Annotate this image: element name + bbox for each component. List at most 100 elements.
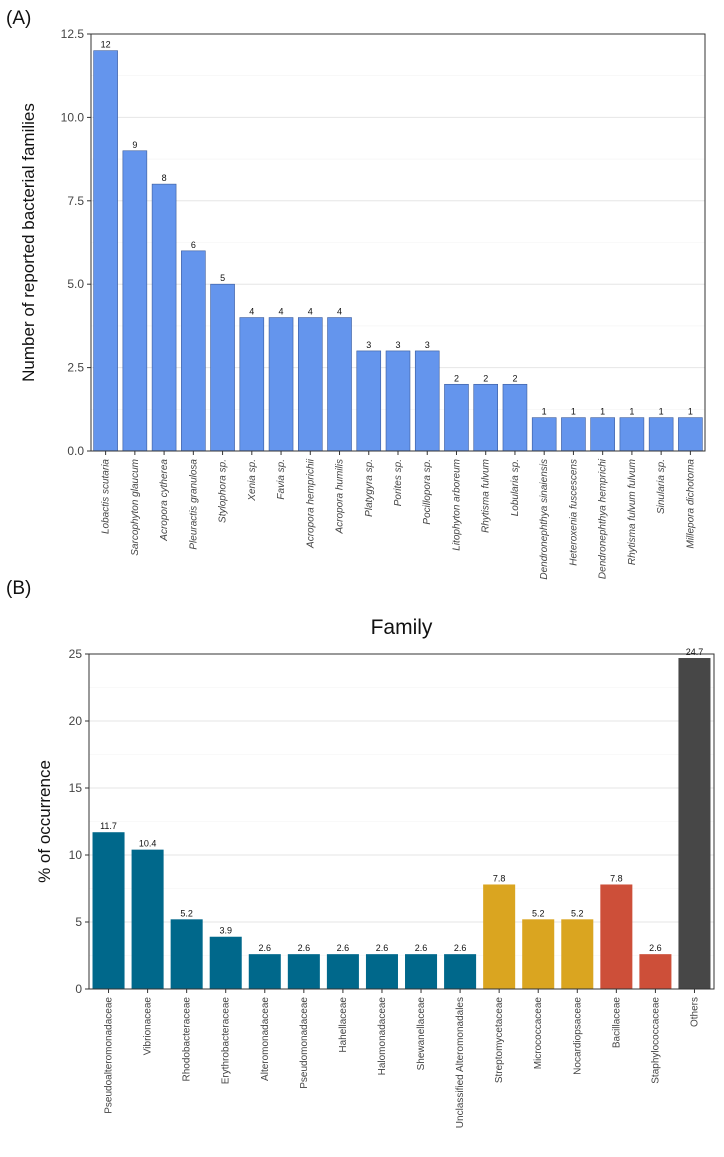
chart-b-data-label: 5.2 (532, 908, 545, 918)
chart-b-bar (678, 658, 711, 989)
chart-a-bar (268, 317, 294, 452)
chart-b-bar (170, 919, 203, 989)
chart-b-data-label: 2.6 (298, 943, 311, 953)
chart-b-ytick-label: 20 (69, 714, 83, 728)
chart-b-data-label: 5.2 (571, 908, 584, 918)
chart-a-category-label: Xenia sp. (247, 459, 258, 502)
chart-b-title: Family (371, 616, 433, 639)
chart-b-category-label: Others (689, 997, 700, 1027)
chart-a-bar (502, 383, 528, 452)
chart-a-category-label: Lobactis scutaria (101, 459, 112, 534)
chart-a-data-label: 8 (162, 173, 167, 183)
chart-b-panel-border (88, 653, 715, 990)
panel-a-label: (A) (6, 8, 31, 29)
chart-a-category-label: Rhytisma fulvum fulvum (627, 459, 638, 565)
chart-a-data-label: 3 (395, 340, 400, 350)
chart-a-data-label: 2 (483, 373, 488, 383)
chart-b-bar (561, 919, 594, 989)
chart-a-category-label: Heteroxenia fuscescens (568, 459, 579, 566)
chart-b-ytick-label: 10 (69, 848, 83, 862)
chart-a-data-label: 4 (249, 307, 254, 317)
chart-a-category-label: Sinularia sp. (656, 459, 667, 514)
chart-a-bar (181, 250, 206, 452)
chart-a-bar (385, 350, 411, 452)
chart-b-data-label: 2.6 (649, 943, 662, 953)
chart-a-data-label: 9 (132, 140, 137, 150)
chart-a-data-label: 1 (600, 407, 605, 417)
chart-b-bar (600, 884, 633, 989)
chart-a-data-label: 1 (629, 407, 634, 417)
chart-b-category-label: Shewanellaceae (416, 997, 427, 1071)
panel-b-label: (B) (6, 578, 31, 599)
chart-a-bar (531, 417, 557, 452)
chart-b-data-label: 2.6 (259, 943, 272, 953)
chart-b-category-label: Streptomycetaceae (494, 997, 505, 1084)
chart-b-category-label: Halomonadaceae (377, 997, 388, 1076)
chart-b-category-label: Nocardiopsaceae (572, 997, 583, 1075)
chart-a-category-label: Acropora humilis (335, 459, 346, 534)
chart-a-data-label: 1 (688, 407, 693, 417)
chart-a-data-label: 5 (220, 273, 225, 283)
chart-b-bar (522, 919, 555, 989)
chart-b-data-label: 7.8 (610, 873, 623, 883)
chart-a-ytick-label: 0.0 (67, 444, 84, 458)
chart-a-data-label: 1 (659, 407, 664, 417)
chart-b-bar (365, 954, 398, 989)
chart-a-bar (444, 383, 469, 452)
chart-a-category-label: Sarcophyton glaucum (130, 459, 141, 556)
chart-a-data-label: 2 (454, 373, 459, 383)
chart-b-data-label: 2.6 (376, 943, 389, 953)
chart-a-data-label: 4 (308, 307, 313, 317)
chart-b-bar (639, 954, 672, 989)
chart-a-category-label: Acropora hemprichii (305, 458, 316, 549)
chart-b-bar (92, 832, 125, 989)
chart-a-bar (678, 417, 703, 452)
chart-b-bar (326, 954, 359, 989)
chart-b-category-label: Staphylococcaceae (650, 997, 661, 1084)
chart-a-category-label: Favia sp. (276, 459, 287, 500)
chart-a-ytick-label: 2.5 (67, 361, 84, 375)
chart-b-category-label: Vibrionaceae (143, 997, 154, 1056)
chart-a-category-label: Litophyton arboreum (451, 459, 462, 551)
chart-b-category-label: Unclassified Alteromonadales (455, 997, 466, 1128)
chart-a-bar (590, 417, 615, 452)
chart-a-data-label: 1 (542, 407, 547, 417)
chart-b-category-label: Erythrobacteraceae (221, 997, 232, 1085)
chart-b-data-label: 3.9 (219, 926, 232, 936)
chart-a-category-label: Pocillopora sp. (422, 459, 433, 525)
chart-a-category-label: Dendronephthya sinaiensis (539, 459, 550, 580)
chart-a-bar (648, 417, 674, 452)
chart-a-data-label: 3 (366, 340, 371, 350)
chart-b-bar (483, 884, 516, 989)
chart-a-bar (297, 317, 323, 452)
chart-a-category-label: Rhytisma fulvum (481, 459, 492, 533)
chart-a-bar (239, 317, 265, 452)
chart-b-bar (248, 954, 281, 989)
chart-a-bar (414, 350, 440, 452)
chart-b-data-label: 2.6 (337, 943, 350, 953)
chart-b-data-label: 24.7 (686, 647, 704, 657)
chart-a-data-label: 3 (425, 340, 430, 350)
chart-a-category-label: Pleuractis granulosa (188, 459, 199, 550)
chart-a-bar (473, 383, 499, 452)
chart-b-data-label: 11.7 (100, 821, 117, 831)
chart-a-category-label: Millepora dichotoma (685, 459, 696, 549)
chart-a-data-label: 12 (101, 40, 111, 50)
chart-a-data-label: 1 (571, 407, 576, 417)
chart-b-ytick-label: 5 (75, 915, 82, 929)
chart-b-data-label: 5.2 (180, 908, 193, 918)
chart-b-category-label: Hahellaceae (338, 997, 349, 1053)
chart-a-category-label: Porites sp. (393, 459, 404, 506)
chart-b-category-label: Rhodobacteraceae (182, 997, 193, 1082)
chart-a-category-label: Acropora cytherea (159, 459, 170, 542)
chart-a-category-label: Platygyra sp. (364, 459, 375, 517)
chart-a-data-label: 4 (337, 307, 342, 317)
chart-b-bar (209, 936, 242, 989)
chart-b-category-label: Pseudoalteromonadaceae (104, 997, 115, 1114)
chart-b-bar (405, 954, 438, 989)
chart-b-category-label: Micrococcaceae (533, 997, 544, 1070)
chart-a-category-label: Stylophora sp. (218, 459, 229, 523)
chart-b-data-label: 2.6 (415, 943, 428, 953)
